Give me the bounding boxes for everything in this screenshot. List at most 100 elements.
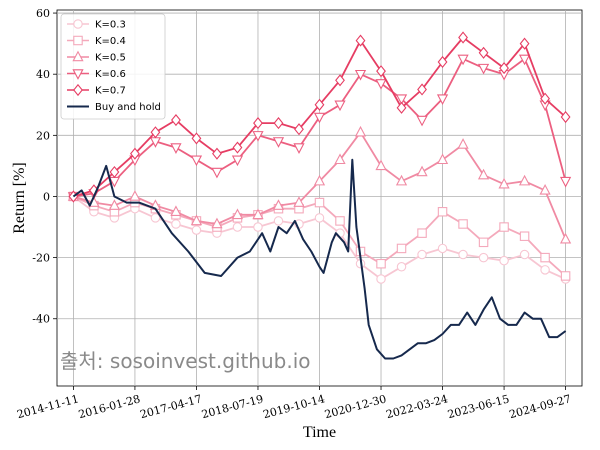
data-point-k-0-5 <box>436 153 449 165</box>
data-point-k-0-5 <box>252 208 264 220</box>
y-axis-label: Return [%] <box>11 162 28 234</box>
x-axis-label: Time <box>303 424 336 441</box>
data-point-k-0-6 <box>477 63 490 75</box>
data-point-k-0-5 <box>375 159 387 171</box>
data-point-k-0-7 <box>396 101 407 114</box>
data-point-k-0-7 <box>355 34 366 47</box>
data-point-k-0-5 <box>190 214 203 226</box>
data-point-k-0-6 <box>416 115 428 127</box>
data-point-k-0-5 <box>498 177 510 189</box>
data-point-k-0-4 <box>458 219 468 229</box>
data-point-k-0-7 <box>130 147 140 160</box>
data-point-k-0-6 <box>354 69 367 81</box>
y-tick-label: 40 <box>36 68 50 81</box>
data-point-k-0-6 <box>211 167 223 179</box>
data-point-k-0-5 <box>395 174 408 186</box>
data-point-k-0-7 <box>540 92 550 105</box>
data-point-k-0-3 <box>314 213 325 223</box>
data-point-k-0-7 <box>376 65 386 78</box>
legend-label: K=0.3 <box>95 20 126 31</box>
x-tick-label: 2024-09-27 <box>508 392 573 421</box>
data-point-k-0-3 <box>171 219 181 229</box>
y-tick-label: -40 <box>32 313 50 326</box>
data-point-k-0-3 <box>232 222 243 232</box>
data-point-k-0-7 <box>191 132 202 145</box>
data-point-k-0-6 <box>252 131 264 142</box>
data-point-k-0-4 <box>560 271 571 281</box>
data-point-k-0-5 <box>272 199 285 210</box>
data-point-k-0-3 <box>478 252 489 263</box>
data-point-k-0-5 <box>129 190 141 201</box>
legend-label: K=0.7 <box>95 86 126 97</box>
data-point-k-0-4 <box>314 197 325 208</box>
data-point-k-0-5 <box>477 168 490 180</box>
data-point-k-0-4 <box>437 207 448 217</box>
data-point-k-0-5 <box>313 174 326 186</box>
data-point-k-0-6 <box>518 54 531 66</box>
data-point-k-0-7 <box>499 62 509 75</box>
legend: K=0.3 K=0.4 K=0.5 K=0.6 K=0.7 Buy and hold <box>60 13 166 120</box>
data-point-k-0-5 <box>231 208 244 220</box>
watermark-text: 출처: sosoinvest.github.io <box>60 349 311 373</box>
series-group <box>67 31 572 360</box>
x-tick-label: 2019-10-14 <box>262 392 327 421</box>
data-point-k-0-6 <box>313 112 326 124</box>
data-point-k-0-7 <box>171 113 181 127</box>
data-point-k-0-6 <box>395 94 408 106</box>
data-point-k-0-7 <box>273 117 284 130</box>
data-point-k-0-3 <box>499 255 509 266</box>
data-point-k-0-6 <box>272 137 285 148</box>
legend-label: K=0.6 <box>95 69 126 80</box>
data-point-k-0-4 <box>519 231 530 241</box>
legend-item: K=0.5 <box>67 50 126 64</box>
data-point-k-0-7 <box>478 46 489 59</box>
data-point-k-0-4 <box>396 243 407 254</box>
legend-item: Buy and hold <box>67 102 161 113</box>
legend-marker <box>72 69 84 80</box>
data-point-k-0-4 <box>499 222 509 232</box>
data-point-k-0-7 <box>232 141 243 154</box>
data-point-k-0-6 <box>375 79 387 90</box>
data-point-k-0-6 <box>293 143 305 154</box>
y-tick-label: -20 <box>32 252 50 265</box>
data-point-k-0-5 <box>539 183 551 195</box>
data-point-k-0-3 <box>417 249 427 260</box>
data-point-k-0-7 <box>212 147 222 160</box>
x-tick-label: 2022-03-24 <box>385 392 450 421</box>
x-tick-label: 2018-07-19 <box>200 392 265 421</box>
y-tick-label: 0 <box>43 190 50 203</box>
y-tick-label: 60 <box>36 7 50 20</box>
y-tick-label: 20 <box>36 129 50 142</box>
legend-item: K=0.4 <box>67 35 126 47</box>
data-point-k-0-3 <box>273 216 284 226</box>
data-point-k-0-6 <box>170 143 182 154</box>
legend-item: K=0.6 <box>67 69 126 80</box>
data-point-k-0-3 <box>540 265 550 275</box>
legend-item: K=0.7 <box>67 83 126 97</box>
data-point-k-0-6 <box>334 100 346 112</box>
data-point-k-0-7 <box>560 110 571 124</box>
data-point-k-0-6 <box>436 94 449 106</box>
data-point-k-0-5 <box>354 125 367 137</box>
x-tick-label: 2016-01-28 <box>77 392 142 421</box>
x-axis-ticks: 2014-11-112016-01-282017-04-172018-07-19… <box>16 386 573 421</box>
data-point-k-0-3 <box>376 274 386 284</box>
data-point-k-0-5 <box>416 165 428 177</box>
data-point-k-0-4 <box>376 258 386 269</box>
data-point-k-0-7 <box>437 55 448 69</box>
data-point-k-0-4 <box>540 252 550 263</box>
data-point-k-0-7 <box>417 83 427 96</box>
data-point-k-0-5 <box>108 199 121 210</box>
data-point-k-0-3 <box>191 225 202 235</box>
data-point-k-0-4 <box>417 228 427 238</box>
legend-item: K=0.3 <box>67 19 126 31</box>
legend-label: K=0.5 <box>95 53 126 64</box>
data-point-k-0-7 <box>314 98 325 111</box>
data-point-k-0-3 <box>437 243 448 254</box>
data-point-k-0-6 <box>231 155 244 167</box>
data-point-k-0-3 <box>150 213 161 223</box>
x-tick-label: 2017-04-17 <box>139 392 204 421</box>
legend-marker <box>73 83 83 97</box>
data-point-k-0-5 <box>334 153 346 165</box>
data-point-k-0-4 <box>335 216 345 226</box>
